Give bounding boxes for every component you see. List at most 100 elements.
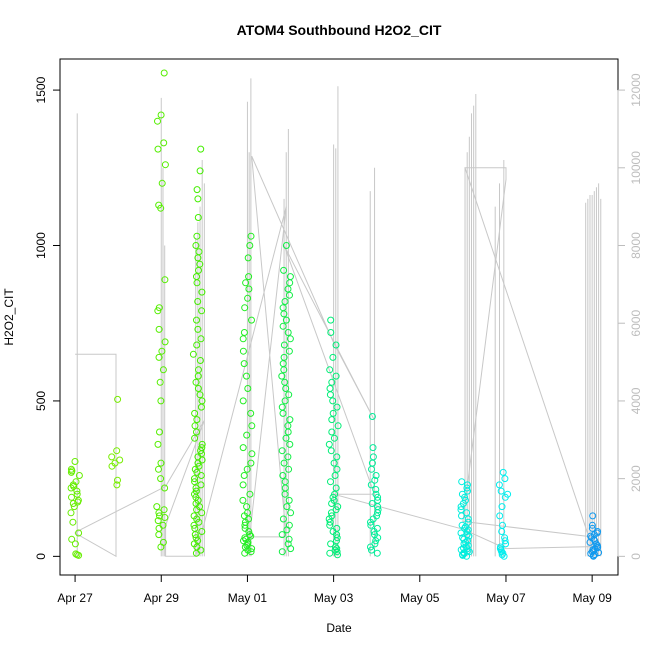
data-point <box>239 397 247 405</box>
data-point <box>160 139 168 147</box>
data-point <box>194 325 202 333</box>
data-point <box>328 428 336 436</box>
data-point <box>68 493 75 501</box>
data-point <box>196 391 204 399</box>
data-point <box>287 509 295 517</box>
data-point <box>197 145 205 153</box>
data-point <box>368 413 376 420</box>
data-point <box>497 543 504 551</box>
data-point <box>371 531 378 539</box>
data-point <box>154 517 162 525</box>
data-point <box>193 416 201 424</box>
data-point <box>244 385 252 392</box>
data-point <box>198 307 206 315</box>
data-point <box>333 534 341 542</box>
data-point <box>286 416 294 424</box>
data-point <box>198 509 206 517</box>
data-point <box>280 341 288 349</box>
data-point <box>285 535 293 543</box>
data-point <box>285 496 293 504</box>
data-point <box>191 422 199 430</box>
data-point <box>501 537 509 545</box>
data-point <box>75 529 83 537</box>
data-point <box>240 360 248 368</box>
data-point <box>368 500 376 507</box>
data-point <box>368 465 375 473</box>
data-point <box>194 385 202 392</box>
data-point <box>279 409 287 417</box>
data-point <box>285 521 293 529</box>
data-point <box>367 481 375 489</box>
data-point <box>327 316 335 324</box>
data-point <box>197 546 205 554</box>
data-point <box>280 266 288 274</box>
data-point <box>281 478 289 486</box>
data-point <box>499 521 506 529</box>
data-point <box>334 422 342 430</box>
data-point <box>326 385 334 392</box>
data-point <box>463 509 471 517</box>
y2-tick-label: 12000 <box>629 73 643 107</box>
data-point <box>196 167 204 175</box>
data-point <box>155 325 163 333</box>
data-point <box>157 459 165 467</box>
data-point <box>247 232 255 240</box>
data-point <box>240 472 248 479</box>
data-point <box>198 288 206 296</box>
data-point <box>284 540 292 548</box>
data-point <box>284 329 292 336</box>
data-point <box>248 316 255 324</box>
data-point <box>244 294 252 302</box>
data-point <box>196 357 204 364</box>
data-point <box>464 481 471 489</box>
y2-axis: 0 2000 4000 6000 8000 10000 12000 <box>617 73 643 560</box>
data-point <box>156 512 163 520</box>
data-point <box>161 276 169 284</box>
data-point <box>193 428 200 436</box>
data-point <box>245 285 253 293</box>
data-point <box>504 490 512 498</box>
data-point <box>194 298 202 305</box>
x-tick-label: Apr 29 <box>144 591 180 605</box>
data-point <box>157 475 165 483</box>
data-point <box>195 462 203 470</box>
data-point <box>193 279 201 287</box>
data-point <box>367 521 375 529</box>
data-point <box>281 378 289 386</box>
data-point <box>497 487 505 495</box>
x-tick-label: May 03 <box>314 591 354 605</box>
data-point <box>499 468 507 476</box>
data-point <box>326 549 334 557</box>
data-point <box>68 535 76 543</box>
data-point <box>247 409 255 417</box>
data-point <box>373 512 381 520</box>
data-point <box>161 161 169 169</box>
y-axis: 0 500 1000 1500 <box>34 76 61 560</box>
data-point <box>67 509 75 517</box>
data-point <box>155 465 162 473</box>
data-point <box>159 521 167 529</box>
data-point <box>588 521 596 529</box>
data-point <box>71 458 79 465</box>
data-point <box>374 506 382 514</box>
data-point <box>279 322 287 330</box>
data-point <box>193 316 200 324</box>
data-point <box>331 472 339 479</box>
data-point <box>191 478 199 486</box>
data-point <box>193 273 200 281</box>
data-point <box>286 291 293 299</box>
data-point <box>278 372 286 380</box>
data-point <box>460 535 468 543</box>
data-point <box>108 453 116 461</box>
data-point <box>71 540 79 548</box>
data-point <box>246 531 254 539</box>
data-point <box>284 453 292 461</box>
data-point <box>161 338 169 346</box>
data-point <box>67 465 75 473</box>
data-point <box>245 273 253 281</box>
data-point <box>281 298 289 305</box>
data-point <box>329 353 337 361</box>
data-point <box>69 518 77 526</box>
data-point <box>278 548 286 556</box>
data-point <box>197 447 205 455</box>
